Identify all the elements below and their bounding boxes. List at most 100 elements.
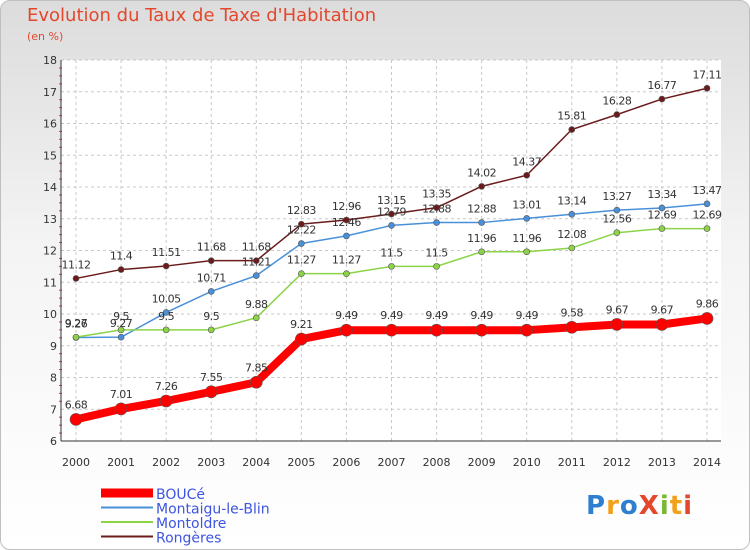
data-point-bouc [655,318,669,331]
data-label-rong-res: 11.68 [242,241,271,254]
data-label-montaigu-le-blin: 10.05 [152,292,181,305]
data-point-montoldre [72,333,80,341]
y-tick-label: 13 [43,213,57,226]
data-label-rong-res: 13.15 [377,194,406,207]
y-tick-label: 18 [43,54,57,67]
data-point-bouc [475,323,488,337]
data-point-bouc [295,332,308,346]
data-point-bouc [430,323,443,337]
data-label-montaigu-le-blin: 12.22 [287,224,316,237]
y-tick-label: 6 [50,435,57,448]
data-point-rong-res [568,126,576,133]
data-label-bouc: 9.49 [380,309,403,322]
y-tick-label: 8 [50,372,57,385]
data-label-montaigu-le-blin: 13.34 [647,188,676,201]
data-label-montoldre: 9.5 [113,310,129,323]
data-label-montaigu-le-blin: 12.88 [467,203,496,216]
data-point-montoldre [117,326,125,334]
data-label-rong-res: 17.11 [693,68,722,81]
data-point-montoldre [298,270,305,277]
data-label-montoldre: 11.96 [512,232,541,245]
data-point-montoldre [658,225,666,232]
data-point-montaigu-le-blin [162,309,170,316]
data-point-montaigu-le-blin [298,240,305,247]
data-label-bouc: 9.58 [561,306,584,319]
data-label-montoldre: 11.5 [380,246,403,259]
x-tick-label: 2012 [603,456,631,469]
legend-label: Rongères [156,531,221,547]
data-point-bouc [700,312,714,325]
data-label-bouc: 7.55 [200,371,223,384]
proxiti-logo: ProXiti [586,491,693,521]
x-tick-label: 2002 [152,456,180,469]
data-label-montoldre: 12.56 [602,213,631,226]
data-point-montaigu-le-blin [207,288,215,295]
x-tick-label: 2009 [468,456,496,469]
legend-label: BOUCé [156,487,205,503]
data-point-montaigu-le-blin [343,232,350,240]
data-point-rong-res [207,257,215,264]
logo-letter: P [586,491,607,521]
data-point-rong-res [658,95,666,103]
data-label-rong-res: 13.35 [422,188,451,201]
chart-title: Evolution du Taux de Taxe d'Habitation [27,5,377,26]
data-label-rong-res: 11.12 [62,258,91,271]
data-point-montoldre [433,263,440,270]
data-point-montaigu-le-blin [388,222,395,229]
data-point-bouc [159,394,173,408]
data-label-montoldre: 9.5 [203,310,219,323]
data-point-montoldre [388,263,395,270]
data-label-montaigu-le-blin: 12.79 [377,205,406,218]
data-label-rong-res: 15.81 [557,110,586,123]
data-label-montaigu-le-blin: 9.26 [65,317,88,330]
data-label-montaigu-le-blin: 9.27 [110,317,133,330]
data-label-bouc: 6.68 [65,398,88,411]
data-label-montoldre: 11.5 [425,246,448,259]
data-point-montaigu-le-blin [613,206,621,214]
legend-label: Montoldre [156,516,226,532]
data-label-rong-res: 12.96 [332,200,361,213]
y-tick-label: 16 [43,118,57,131]
x-tick-label: 2013 [648,456,676,469]
data-point-montaigu-le-blin [433,219,440,226]
data-label-bouc: 7.01 [110,388,133,401]
data-point-rong-res [388,210,395,218]
x-tick-label: 2014 [693,456,721,469]
data-label-montoldre: 11.27 [287,254,316,267]
data-point-montoldre [523,248,531,256]
data-point-rong-res [343,216,350,224]
data-point-rong-res [703,84,711,92]
data-label-rong-res: 14.37 [512,155,541,168]
data-label-bouc: 9.67 [606,303,629,316]
data-label-montoldre: 12.69 [647,209,676,222]
data-label-montaigu-le-blin: 12.46 [332,216,361,229]
data-point-bouc [385,323,398,337]
y-tick-label: 15 [43,149,57,162]
y-tick-label: 17 [43,86,57,99]
x-tick-label: 2000 [62,456,90,469]
data-label-montaigu-le-blin: 10.71 [197,271,226,284]
data-point-bouc [340,323,353,337]
data-point-montoldre [478,248,485,256]
data-point-rong-res [478,183,485,190]
data-point-bouc [565,321,579,334]
data-point-bouc [520,323,534,337]
y-tick-label: 10 [43,308,57,321]
data-point-rong-res [298,220,305,228]
data-label-rong-res: 11.68 [197,241,226,254]
logo-letter: o [619,491,639,521]
data-label-bouc: 9.49 [515,309,538,322]
data-point-bouc [610,318,624,331]
x-tick-label: 2008 [423,456,451,469]
data-label-rong-res: 12.83 [287,204,316,217]
data-point-montoldre [703,225,711,232]
data-point-montoldre [613,229,621,237]
data-label-montaigu-le-blin: 12.88 [422,203,451,216]
logo-letter: X [638,491,660,521]
logo-letter: r [606,491,620,521]
x-tick-label: 2003 [197,456,225,469]
data-label-montoldre: 11.27 [332,254,361,267]
x-tick-label: 2005 [287,456,315,469]
data-point-montaigu-le-blin [658,204,666,212]
data-label-bouc: 9.67 [651,303,674,316]
